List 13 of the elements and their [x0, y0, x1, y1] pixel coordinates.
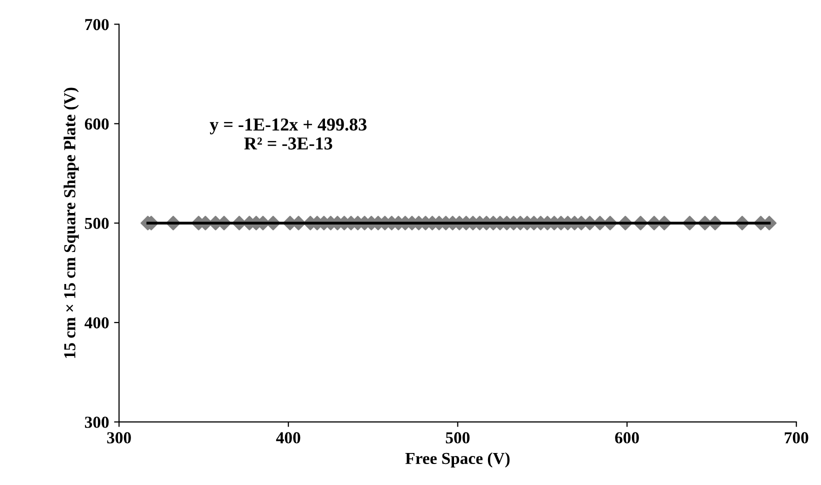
y-tick-label: 500: [84, 218, 109, 230]
x-tick-label: 500: [446, 432, 470, 444]
x-tick-label: 600: [615, 432, 639, 444]
x-tick-label: 700: [784, 432, 808, 444]
y-tick-label: 600: [84, 118, 109, 130]
y-tick-label: 300: [84, 416, 109, 428]
y-axis-title: 15 cm × 15 cm Square Shape Plate (V): [64, 88, 79, 358]
y-tick-label: 400: [84, 317, 109, 328]
x-axis-title: Free Space (V): [405, 452, 510, 468]
x-tick-label: 300: [107, 432, 131, 444]
annotation: y = -1E-12x + 499.83 R² = -3E-13: [210, 118, 367, 150]
y-tick-label: 700: [85, 18, 109, 30]
x-tick-label: 400: [276, 432, 300, 444]
